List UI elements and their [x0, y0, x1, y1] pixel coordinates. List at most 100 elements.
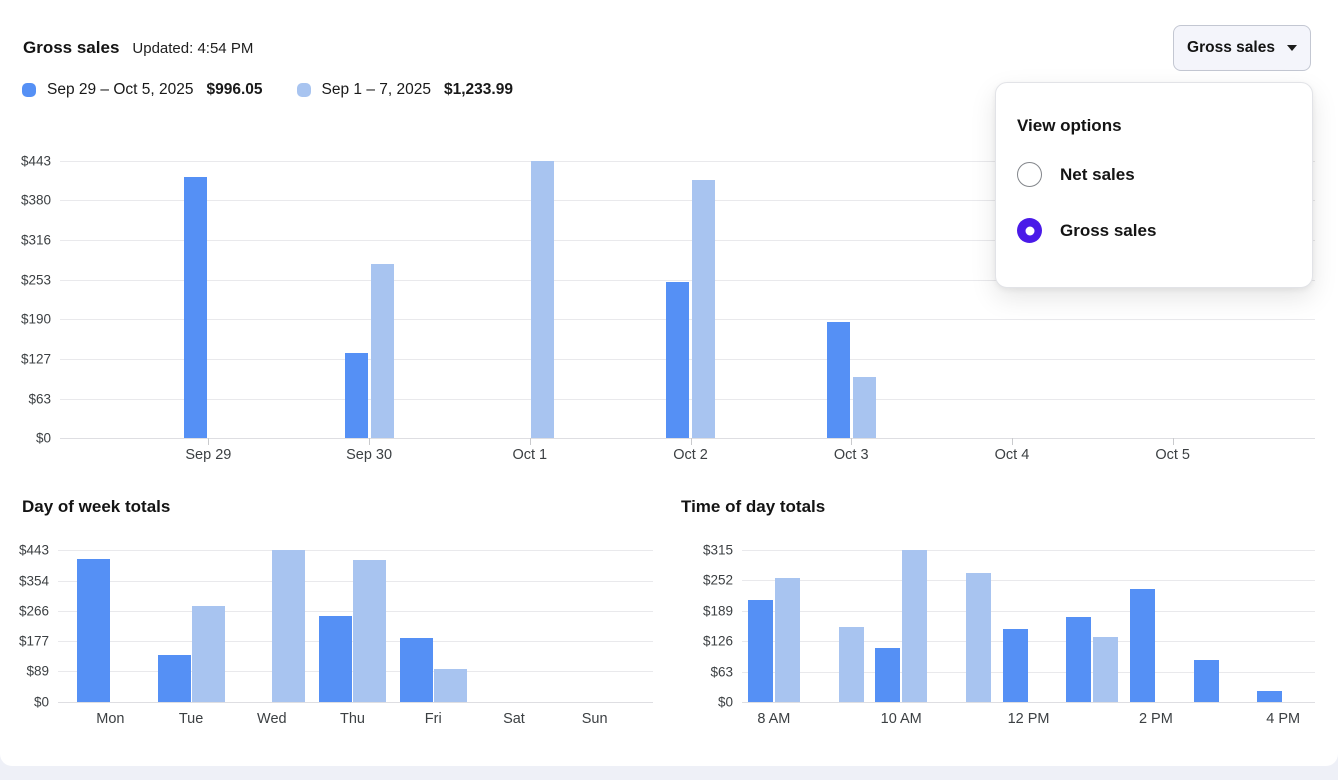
y-axis-tick-label: $354: [18, 573, 49, 589]
bar[interactable]: [875, 647, 901, 702]
y-axis-tick-label: $177: [18, 633, 49, 649]
y-axis-tick-label: $127: [20, 351, 51, 367]
x-axis-tick-label: Oct 5: [1155, 447, 1190, 463]
bar[interactable]: [433, 668, 467, 702]
day-of-week-bar-chart: $443 $354 $266 $177 $89 $0 Mon Tue Wed Thu Fri Sat S…: [19, 543, 653, 727]
bar[interactable]: [1193, 659, 1219, 702]
bar-group: [1251, 550, 1315, 702]
x-axis-tick-label: [806, 711, 870, 727]
bar-group: [554, 550, 635, 702]
x-axis-tick-label: [1188, 711, 1252, 727]
gridline: [60, 200, 1315, 202]
view-selector-button[interactable]: Gross sales: [1173, 25, 1311, 71]
x-axis-tick-label: Tue: [178, 711, 204, 727]
caret-down-icon: [1286, 45, 1297, 51]
y-axis-tick-label: $189: [702, 603, 733, 619]
x-axis-tick-label: 8 AM: [757, 711, 791, 727]
x-axis-tick-label: [1060, 711, 1124, 727]
radio-option-net-sales[interactable]: Net sales: [1017, 162, 1291, 187]
bar[interactable]: [826, 321, 850, 438]
y-axis-tick-label: $380: [20, 192, 51, 208]
bar[interactable]: [353, 559, 387, 702]
gross-sales-bar-chart: $443 $380 $316 $253 $190 $127 $63 $0 Sep 29 Sep 3…: [21, 154, 1315, 463]
x-axis-tick-label: [933, 711, 997, 727]
time-of-day-title: Time of day totals: [681, 497, 826, 516]
legend-total: $996.05: [206, 81, 263, 98]
gridline: [58, 550, 653, 551]
x-axis-tick-label: 10 AM: [880, 711, 922, 727]
bar[interactable]: [1129, 588, 1155, 702]
x-axis-tick-label: 12 PM: [1007, 711, 1050, 727]
legend-label: Sep 29 – Oct 5, 2025: [47, 81, 194, 98]
bar[interactable]: [1257, 690, 1283, 702]
y-axis-tick-label: $190: [20, 311, 51, 327]
bar-group: [742, 550, 806, 702]
bar[interactable]: [272, 550, 306, 702]
x-axis-tick-label: Wed: [257, 711, 287, 727]
y-axis-tick-label: $252: [702, 572, 733, 588]
bar-group: [771, 161, 932, 445]
bar[interactable]: [157, 655, 191, 702]
bar[interactable]: [1002, 628, 1028, 702]
bar-groups: [742, 550, 1315, 702]
bar[interactable]: [399, 638, 433, 702]
bar-group: [449, 161, 610, 445]
x-axis-labels: 8 AM 10 AM 12 PM 2 PM 4 PM: [742, 711, 1315, 727]
bar[interactable]: [319, 615, 353, 702]
y-axis-tick-label: $63: [28, 391, 51, 407]
gridline: [742, 702, 1315, 703]
bar[interactable]: [1066, 617, 1092, 702]
radio-option-gross-sales[interactable]: Gross sales: [1017, 218, 1291, 243]
bar-group: [312, 550, 393, 702]
x-axis-tick-label: Sep 30: [346, 447, 393, 463]
y-axis-tick-label: $89: [26, 663, 49, 679]
x-axis-tick-label: Oct 3: [833, 447, 869, 463]
y-axis-tick-label: $266: [18, 603, 49, 619]
bar[interactable]: [747, 600, 773, 702]
day-of-week-title: Day of week totals: [22, 497, 171, 516]
y-axis-tick-label: $253: [20, 272, 51, 288]
legend-item-current-week[interactable]: Sep 29 – Oct 5, 2025 $996.05: [22, 81, 263, 99]
bar[interactable]: [531, 161, 555, 438]
bar-group: [869, 550, 933, 702]
bar[interactable]: [1093, 636, 1119, 702]
page-title: Gross sales: [23, 38, 120, 57]
view-selector-label: Gross sales: [1187, 39, 1275, 56]
bar[interactable]: [965, 572, 991, 702]
y-axis-tick-label: $443: [18, 542, 49, 558]
bar-group: [1092, 161, 1253, 445]
bar[interactable]: [774, 577, 800, 702]
bar[interactable]: [666, 281, 690, 438]
bar[interactable]: [852, 377, 876, 438]
x-axis-labels: Sep 29 Sep 30 Oct 1 Oct 2 Oct 3 Oct 4 Oct 5: [128, 447, 1253, 463]
bar[interactable]: [191, 605, 225, 702]
bar-group: [1060, 550, 1124, 702]
bar-group: [806, 550, 870, 702]
y-axis-tick-label: $0: [717, 694, 733, 710]
bar[interactable]: [838, 627, 864, 702]
radio-selected-icon[interactable]: [1017, 218, 1042, 243]
bar-groups: [70, 550, 635, 702]
legend-total: $1,233.99: [444, 81, 513, 98]
gridline: [742, 550, 1315, 551]
bar[interactable]: [370, 264, 394, 438]
view-options-heading: View options: [1017, 116, 1122, 135]
bar-group: [1124, 550, 1188, 702]
plot-area: $315 $252 $189 $126 $63 $0: [703, 543, 1315, 710]
bar[interactable]: [692, 179, 716, 438]
bar[interactable]: [902, 550, 928, 702]
legend-item-previous-week[interactable]: Sep 1 – 7, 2025 $1,233.99: [296, 81, 513, 99]
radio-unselected-icon[interactable]: [1017, 162, 1042, 187]
x-axis-tick-label: Fri: [424, 711, 442, 727]
bar[interactable]: [76, 558, 110, 702]
chart-legend: Sep 29 – Oct 5, 2025 $996.05 Sep 1 – 7, …: [22, 81, 513, 99]
bar-group: [231, 550, 312, 702]
bar[interactable]: [183, 176, 207, 438]
y-axis-tick-label: $0: [35, 430, 51, 446]
time-of-day-bar-chart: $315 $252 $189 $126 $63 $0 8 AM 10 AM 12 PM 2 PM 4…: [703, 543, 1315, 727]
x-axis-tick-label: Thu: [340, 711, 366, 727]
gridline: [742, 671, 1315, 673]
bar[interactable]: [344, 352, 368, 438]
gridline: [58, 702, 653, 703]
bar-group: [393, 550, 474, 702]
